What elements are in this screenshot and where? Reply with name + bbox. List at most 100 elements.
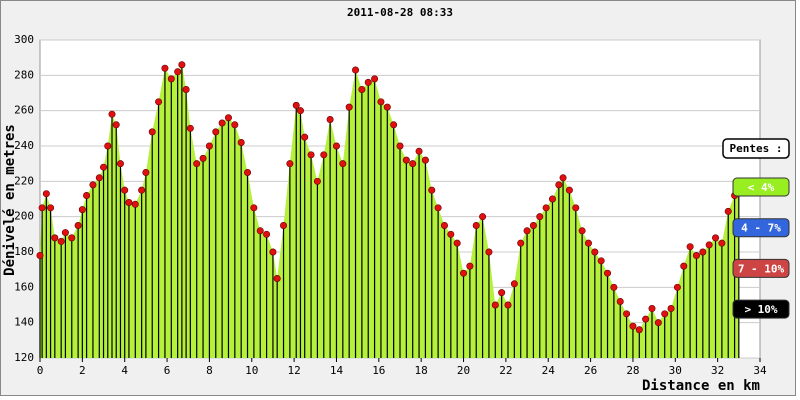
point: [402, 156, 410, 164]
point: [218, 119, 226, 127]
point: [479, 213, 487, 221]
point: [339, 160, 347, 168]
y-tick-label: 260: [14, 104, 34, 117]
x-tick-label: 22: [499, 364, 512, 377]
point: [510, 280, 518, 288]
x-tick-label: 0: [37, 364, 44, 377]
x-tick-label: 16: [372, 364, 385, 377]
point: [138, 186, 146, 194]
point: [116, 160, 124, 168]
point: [148, 128, 156, 136]
point: [212, 128, 220, 136]
legend-label: > 10%: [744, 303, 777, 316]
point: [692, 252, 700, 260]
legend-label: 4 - 7%: [741, 222, 781, 235]
point: [705, 241, 713, 249]
point: [121, 186, 129, 194]
x-tick-label: 32: [711, 364, 724, 377]
point: [301, 133, 309, 141]
point: [680, 262, 688, 270]
point: [51, 234, 59, 242]
point: [38, 204, 46, 212]
point: [654, 319, 662, 327]
point: [95, 174, 103, 182]
point: [352, 66, 360, 74]
point: [42, 190, 50, 198]
point: [623, 310, 631, 318]
x-axis-label: Distance en km: [642, 378, 760, 394]
y-tick-label: 160: [14, 280, 34, 293]
legend-swatch: [732, 177, 790, 197]
point: [472, 222, 480, 230]
x-tick-label: 10: [245, 364, 258, 377]
point: [542, 204, 550, 212]
point: [559, 174, 567, 182]
point: [292, 101, 300, 109]
point: [504, 301, 512, 309]
y-tick-label: 300: [14, 33, 34, 46]
point: [161, 64, 169, 72]
x-tick-label: 12: [287, 364, 300, 377]
point: [125, 199, 133, 207]
point: [642, 315, 650, 323]
legend-swatch: [732, 258, 790, 278]
point: [447, 230, 455, 238]
legend-title-box: [722, 138, 790, 159]
point: [68, 234, 76, 242]
point: [421, 156, 429, 164]
x-tick-label: 24: [542, 364, 556, 377]
x-tick-label: 26: [584, 364, 597, 377]
point: [142, 169, 150, 177]
y-tick-label: 120: [14, 351, 34, 364]
point: [460, 269, 468, 277]
point: [320, 151, 328, 159]
x-tick-label: 30: [669, 364, 682, 377]
point: [383, 103, 391, 111]
point: [104, 142, 112, 150]
point: [686, 243, 694, 251]
point: [517, 239, 525, 247]
point: [89, 181, 97, 189]
legend-swatch: [732, 218, 790, 238]
point: [131, 200, 139, 208]
point: [36, 252, 44, 260]
point: [193, 160, 201, 168]
point: [718, 239, 726, 247]
point: [57, 237, 65, 245]
point: [667, 305, 675, 313]
y-tick-label: 180: [14, 245, 34, 258]
point: [108, 110, 116, 118]
point: [237, 138, 245, 146]
legend: Pentes : < 4% 4 - 7% 7 - 10% > 10%: [722, 138, 790, 319]
point: [724, 207, 732, 215]
point: [296, 107, 304, 115]
point: [712, 234, 720, 242]
point: [409, 160, 417, 168]
legend-title: Pentes :: [730, 142, 783, 155]
point: [371, 75, 379, 83]
x-tick-label: 2: [79, 364, 86, 377]
point: [440, 222, 448, 230]
legend-label: < 4%: [748, 181, 775, 194]
point: [256, 227, 264, 235]
y-tick-label: 240: [14, 139, 34, 152]
point: [591, 248, 599, 256]
point: [74, 222, 82, 230]
point: [661, 310, 669, 318]
point: [263, 230, 271, 238]
point: [453, 239, 461, 247]
point: [112, 121, 120, 129]
point: [536, 213, 544, 221]
point: [548, 195, 556, 203]
point: [597, 257, 605, 265]
point: [280, 222, 288, 230]
point: [269, 248, 277, 256]
point: [167, 75, 175, 83]
point: [565, 186, 573, 194]
point: [390, 121, 398, 129]
point: [61, 229, 69, 237]
point: [572, 204, 580, 212]
point: [345, 103, 353, 111]
point: [199, 154, 207, 162]
point: [155, 98, 163, 106]
